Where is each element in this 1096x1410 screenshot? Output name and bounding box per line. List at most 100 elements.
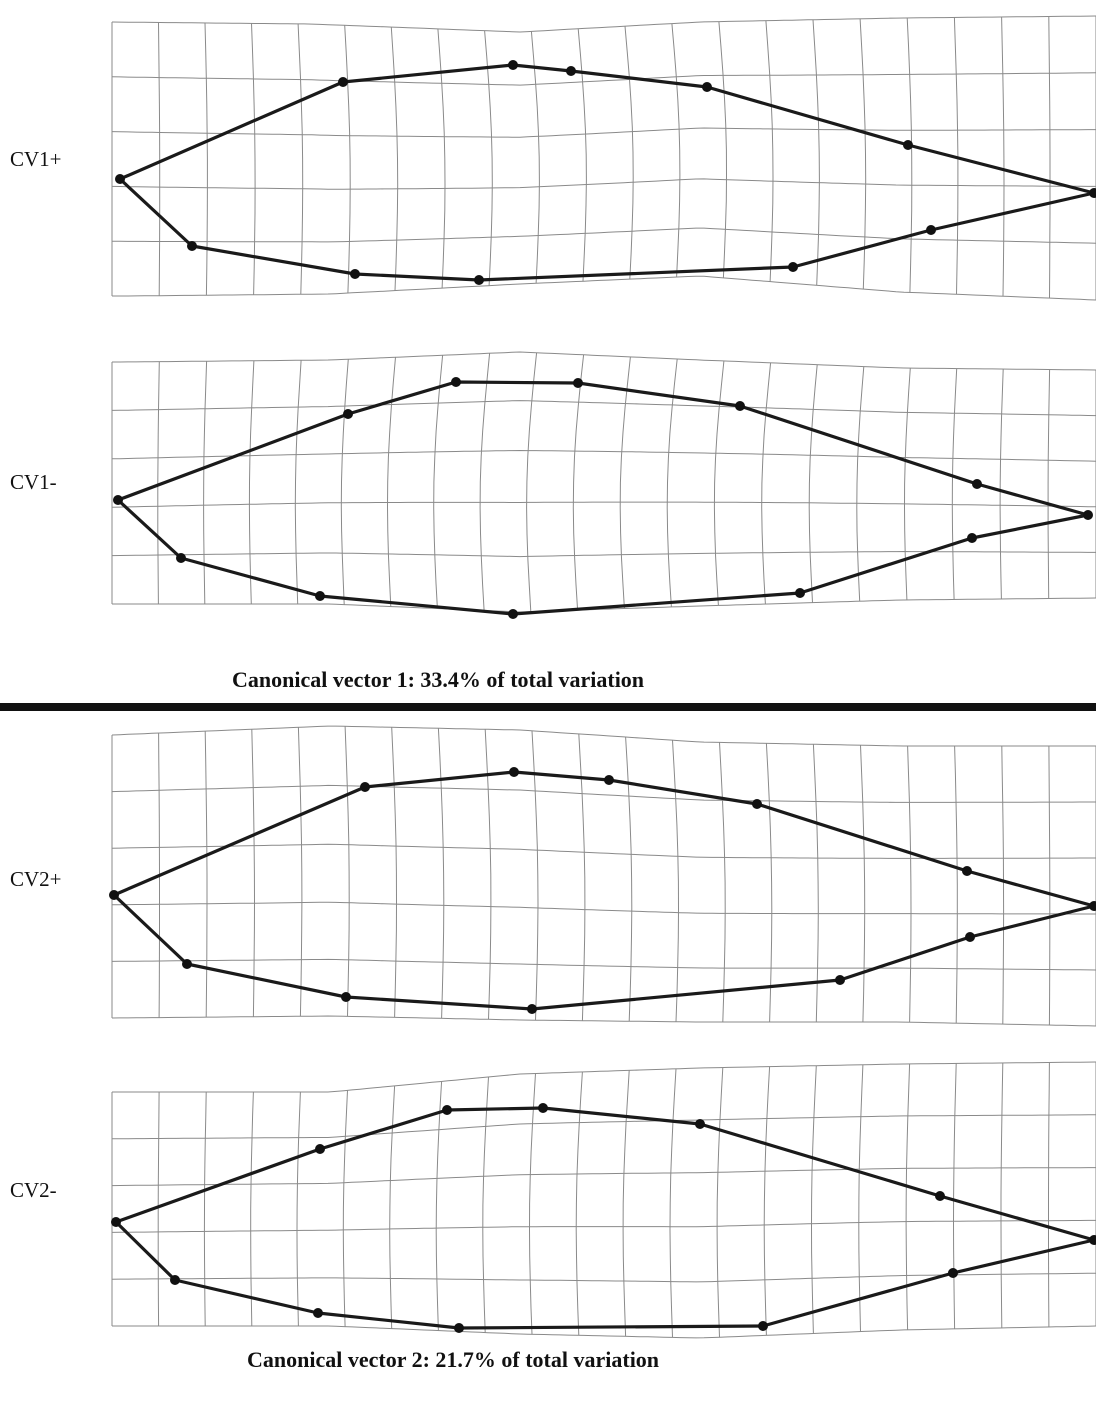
grid-row-line [111, 1272, 1096, 1283]
landmark-point [702, 82, 712, 92]
panel-label: CV2- [10, 1178, 57, 1202]
grid-row-line [111, 72, 1096, 86]
grid-column-line [761, 362, 772, 605]
grid-column-line [577, 28, 587, 282]
grid-column-line [437, 28, 446, 289]
grid-column-line [716, 1067, 724, 1338]
grid-column-line [1048, 1062, 1050, 1328]
landmark-point [788, 262, 798, 272]
landmark-point [313, 1308, 323, 1318]
grid-column-line [954, 745, 958, 1024]
grid-column-line [669, 1068, 677, 1338]
landmark-point [758, 1321, 768, 1331]
grid-column-line [713, 360, 725, 606]
landmark-outline [118, 63, 1096, 282]
panel-label: CV2+ [10, 867, 62, 891]
grid-row-line [111, 501, 1096, 508]
grid-column-line [858, 1064, 864, 1332]
landmark-points [109, 767, 1096, 1014]
landmark-point [926, 225, 936, 235]
grid-row-line [111, 400, 1096, 417]
landmark-point [835, 975, 845, 985]
grid-row-line [111, 901, 1096, 915]
grid-column-line [250, 1091, 254, 1327]
grid-row-line [111, 227, 1096, 244]
grid-column-line [907, 745, 912, 1023]
landmark-point [735, 401, 745, 411]
landmark-point [1083, 510, 1093, 520]
panel-cv1-minus: CV1- [10, 351, 1096, 619]
grid-column-line [625, 736, 633, 1022]
grid-column-line [204, 22, 208, 296]
grid-column-line [765, 743, 773, 1023]
landmark-point [538, 1103, 548, 1113]
grid-column-line [294, 360, 302, 605]
grid-column-line [1001, 745, 1005, 1025]
grid-column-line [297, 727, 303, 1017]
grid-column-line [999, 369, 1004, 600]
grid-column-line [906, 17, 913, 293]
landmark-point [338, 77, 348, 87]
landmark-point [948, 1268, 958, 1278]
grid-column-line [624, 26, 634, 280]
panel-label: CV1+ [10, 147, 62, 171]
grid-column-line [484, 30, 493, 286]
grid-column-line [386, 357, 396, 607]
panel-cv1-plus: CV1+ [10, 15, 1096, 301]
grid-column-line [297, 23, 304, 295]
landmark-point [343, 409, 353, 419]
grid-row-line [112, 351, 1096, 371]
panel-label: CV1- [10, 470, 57, 494]
grid-row-line [111, 784, 1096, 803]
landmark-point [1089, 188, 1096, 198]
landmark-point [474, 275, 484, 285]
grid-row-line [111, 1219, 1096, 1233]
landmark-point [182, 959, 192, 969]
grid-column-line [810, 1065, 817, 1334]
deformation-grid [111, 1061, 1096, 1339]
grid-column-line [953, 17, 959, 295]
landmark-point [115, 174, 125, 184]
landmark-point [695, 1119, 705, 1129]
landmark-point [752, 799, 762, 809]
deformation-grid [111, 725, 1096, 1027]
grid-column-line [530, 31, 540, 284]
grid-row-line [111, 958, 1096, 971]
grid-column-line [528, 1073, 536, 1335]
grid-column-line [158, 22, 161, 296]
grid-column-line [204, 731, 208, 1018]
grid-row-line [111, 1015, 1096, 1027]
landmark-point [573, 378, 583, 388]
landmark-point [1089, 901, 1096, 911]
grid-column-line [952, 1063, 957, 1329]
landmark-point [1089, 1235, 1096, 1245]
grid-column-line [1048, 16, 1051, 299]
grid-column-line [203, 361, 208, 605]
grid-column-line [484, 729, 492, 1020]
grid-column-line [765, 20, 774, 282]
grid-column-line [390, 27, 399, 291]
grid-column-line [1047, 369, 1051, 599]
landmark-point [509, 767, 519, 777]
grid-column-line [435, 1081, 443, 1331]
grid-column-line [718, 21, 728, 278]
landmark-point [903, 140, 913, 150]
grid-column-line [203, 1091, 207, 1327]
grid-row-line [111, 725, 1096, 747]
deformation-grid [111, 15, 1096, 301]
landmark-point [508, 609, 518, 619]
landmark-point [935, 1191, 945, 1201]
grid-column-line [905, 1063, 911, 1330]
grid-column-line [812, 744, 819, 1023]
grid-column-line [248, 360, 255, 605]
grid-column-line [856, 366, 865, 602]
grid-row-line [112, 597, 1096, 613]
landmark-point [315, 591, 325, 601]
caption-cv1: Canonical vector 1: 33.4% of total varia… [232, 667, 644, 692]
grid-column-line [526, 352, 538, 612]
grid-row-line [111, 127, 1096, 138]
landmark-point [111, 1217, 121, 1227]
grid-column-line [340, 359, 349, 605]
landmark-point [967, 533, 977, 543]
